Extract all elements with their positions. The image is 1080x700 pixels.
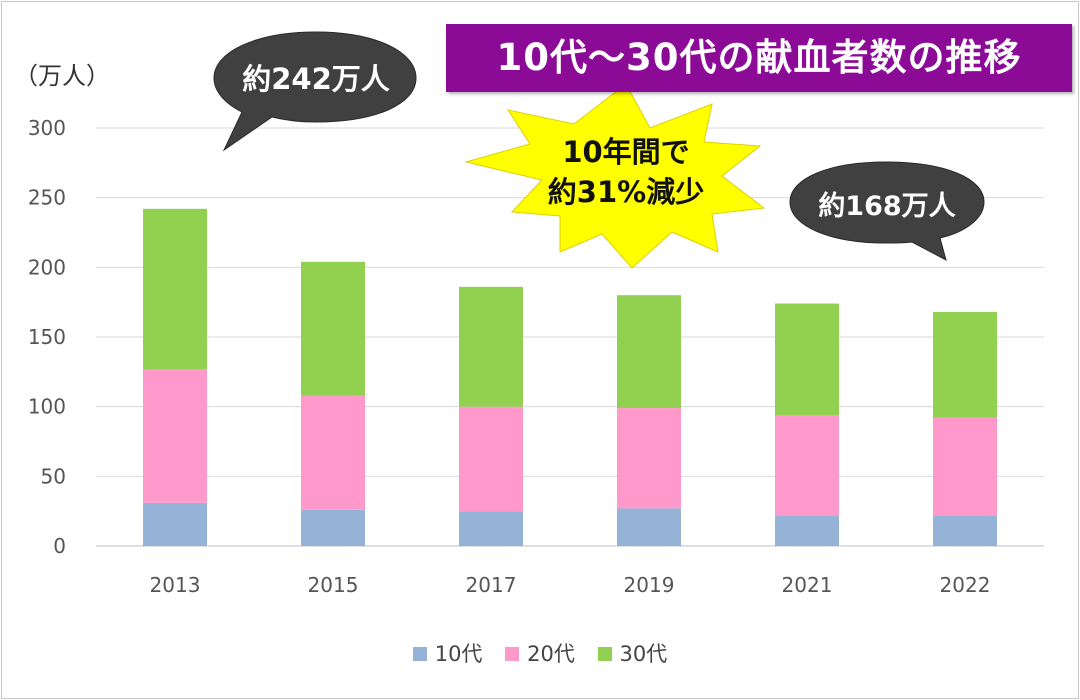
change-callout-line2: 約31%減少 <box>547 175 705 209</box>
y-tick-label-0: 0 <box>53 534 66 558</box>
y-tick-label-250: 250 <box>28 186 66 210</box>
bar-2021-series-3 <box>775 303 839 416</box>
bar-2013-series-1 <box>143 502 207 546</box>
x-tick-label-2017: 2017 <box>466 573 517 597</box>
bar-2019-series-2 <box>617 408 681 509</box>
bar-2015-series-2 <box>301 395 365 510</box>
legend-swatch-10s <box>412 647 427 661</box>
chart-title: 10代〜30代の献血者数の推移 <box>446 24 1072 92</box>
bar-2013-series-3 <box>143 208 207 370</box>
axis-labels: 0 50 100 150 200 250 300 2013 2015 2017 2019 2021 20… <box>28 116 991 597</box>
legend-swatch-30s <box>597 647 612 661</box>
bar-2019-series-1 <box>617 508 681 546</box>
end-value-callout: 約168万人 <box>818 191 956 222</box>
y-tick-label-300: 300 <box>28 116 66 140</box>
bar-2019-series-3 <box>617 295 681 409</box>
bar-2017-series-2 <box>459 406 523 512</box>
bar-2017-series-3 <box>459 286 523 407</box>
x-tick-label-2019: 2019 <box>624 573 675 597</box>
legend-label-20s: 20代 <box>527 642 575 666</box>
bar-2015-series-3 <box>301 261 365 396</box>
legend-label-10s: 10代 <box>434 642 483 666</box>
change-callout: 10年間で 約31%減少 <box>526 132 726 212</box>
legend-swatch-20s <box>505 647 520 661</box>
callout-shapes <box>213 31 985 269</box>
y-tick-label-100: 100 <box>28 395 66 419</box>
bar-2015-series-1 <box>301 509 365 546</box>
start-value-callout: 約242万人 <box>242 62 390 96</box>
legend-item-10s: 10代 <box>412 638 483 668</box>
bar-2021-series-1 <box>775 515 839 546</box>
bar-2022-series-2 <box>933 417 997 516</box>
legend-item-20s: 20代 <box>505 638 575 668</box>
bar-2017-series-1 <box>459 511 523 546</box>
bar-2021-series-2 <box>775 415 839 516</box>
bar-2013-series-2 <box>143 369 207 503</box>
y-tick-label-150: 150 <box>28 325 66 349</box>
y-tick-label-50: 50 <box>41 464 66 488</box>
bubble-start-shape <box>213 31 417 152</box>
x-tick-label-2015: 2015 <box>308 573 359 597</box>
legend-item-30s: 30代 <box>597 638 668 668</box>
bar-2022-series-3 <box>933 311 997 418</box>
legend-label-30s: 30代 <box>619 642 668 666</box>
burst-shape <box>464 83 766 269</box>
bubble-end-shape <box>789 161 985 261</box>
x-tick-label-2022: 2022 <box>940 573 991 597</box>
y-axis-unit-label: （万人） <box>14 62 110 90</box>
x-tick-label-2013: 2013 <box>150 573 201 597</box>
x-tick-label-2021: 2021 <box>782 573 833 597</box>
bars <box>143 208 997 546</box>
y-tick-label-200: 200 <box>28 255 66 279</box>
change-callout-line1: 10年間で <box>562 135 690 169</box>
legend: 10代 20代 30代 <box>0 638 1080 668</box>
bar-2022-series-1 <box>933 515 997 546</box>
